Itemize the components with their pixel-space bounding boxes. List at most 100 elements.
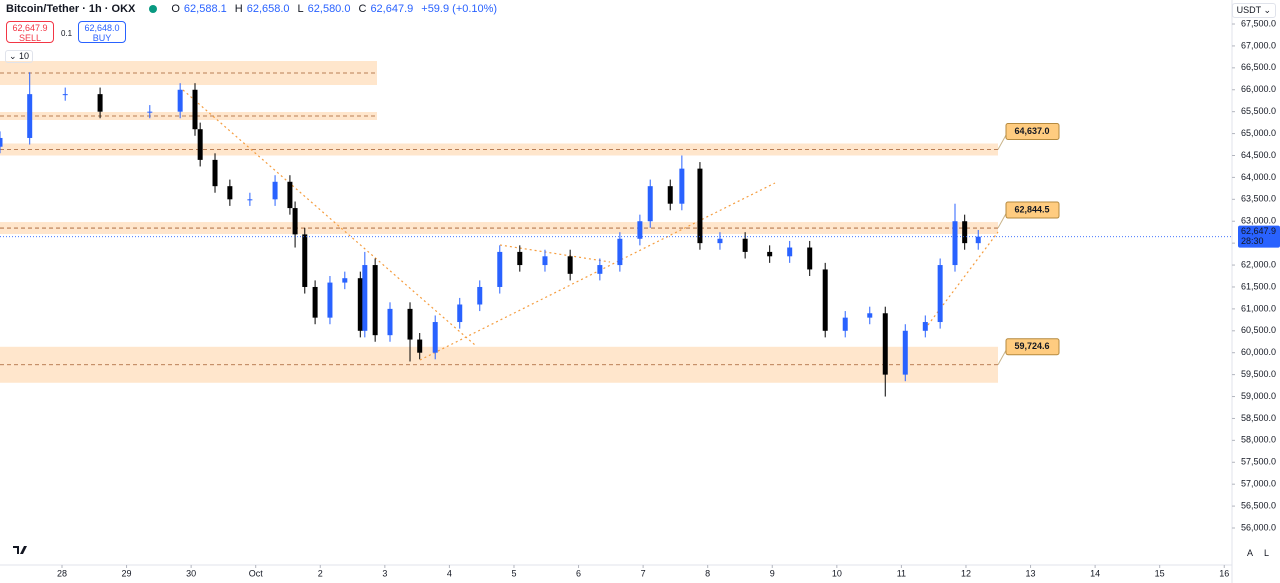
level bbox=[0, 346, 998, 383]
y-tick-label: 67,500.0 bbox=[1241, 18, 1276, 28]
low: 62,580.0 bbox=[307, 3, 351, 15]
y-tick-label: 64,000.0 bbox=[1241, 172, 1276, 182]
indicator-toggle[interactable]: ⌄ 10 bbox=[5, 50, 34, 63]
x-tick-label: 16 bbox=[1219, 568, 1229, 578]
candle-body bbox=[227, 186, 233, 200]
candle-body bbox=[637, 221, 643, 239]
log-scale-button[interactable]: L bbox=[1264, 548, 1270, 558]
candle-body bbox=[697, 168, 703, 244]
logo bbox=[13, 546, 27, 554]
low-key: L bbox=[297, 3, 304, 15]
y-tick-label: 62,000.0 bbox=[1241, 259, 1276, 269]
candle-body bbox=[822, 269, 828, 331]
y-tick-label: 56,500.0 bbox=[1241, 500, 1276, 510]
x-tick-label: 11 bbox=[897, 568, 906, 578]
candle-body bbox=[362, 265, 368, 331]
trend-line bbox=[419, 182, 776, 361]
y-tick-label: 63,000.0 bbox=[1241, 216, 1276, 226]
zone bbox=[0, 112, 377, 120]
candle-body bbox=[212, 159, 218, 187]
candle-body bbox=[787, 247, 793, 257]
y-tick-label: 65,500.0 bbox=[1241, 106, 1276, 116]
quantity: 0.1 bbox=[61, 29, 73, 38]
candle-body bbox=[432, 322, 438, 353]
candle-body bbox=[302, 234, 308, 287]
candle-body bbox=[647, 186, 653, 222]
candle-body bbox=[312, 286, 318, 318]
candle-body bbox=[27, 94, 33, 138]
y-tick-label: 59,000.0 bbox=[1241, 391, 1276, 401]
candle-body bbox=[597, 265, 603, 274]
x-tick-label: 6 bbox=[576, 568, 581, 578]
currency: USDT bbox=[1236, 5, 1261, 15]
candle-body bbox=[922, 322, 928, 331]
buy-button[interactable]: 62,648.0 BUY bbox=[78, 21, 126, 43]
candle-body bbox=[742, 238, 748, 252]
auto-scale-button[interactable]: A bbox=[1247, 548, 1254, 558]
change: +59.9 (+0.10%) bbox=[421, 3, 498, 15]
x-tick-label: 8 bbox=[705, 568, 710, 578]
x-tick-label: 12 bbox=[961, 568, 971, 578]
level-label-box bbox=[1005, 201, 1060, 219]
x-tick-label: 4 bbox=[447, 568, 452, 578]
symbol[interactable]: Bitcoin/Tether · 1h · OKX bbox=[6, 3, 136, 15]
last-price-box bbox=[1238, 225, 1280, 248]
candle-body bbox=[147, 111, 153, 113]
y-tick-label: 56,000.0 bbox=[1241, 522, 1276, 532]
last-price-label: 62,647.9 bbox=[1241, 226, 1276, 236]
x-tick-label: 30 bbox=[186, 568, 196, 578]
level-label-box bbox=[1005, 122, 1060, 140]
x-tick-label: 10 bbox=[832, 568, 842, 578]
candle-body bbox=[842, 317, 848, 331]
y-tick-label: 59,500.0 bbox=[1241, 369, 1276, 379]
candle-body bbox=[667, 186, 673, 204]
sell-price: 62,647.9 bbox=[12, 23, 48, 33]
x-tick-label: 28 bbox=[57, 568, 67, 578]
y-tick-label: 65,000.0 bbox=[1241, 128, 1276, 138]
candle-body bbox=[975, 236, 981, 244]
level-label: 62,844.5 bbox=[1014, 204, 1049, 214]
y-tick-label: 66,000.0 bbox=[1241, 84, 1276, 94]
candle-body bbox=[0, 137, 3, 147]
drawings bbox=[0, 61, 999, 554]
candle-body bbox=[807, 247, 813, 270]
trend-line bbox=[499, 244, 611, 263]
x-tick-label: 9 bbox=[770, 568, 775, 578]
candle-body bbox=[177, 89, 183, 112]
currency-button[interactable]: USDT ⌄ bbox=[1231, 3, 1276, 18]
open: 62,588.1 bbox=[183, 3, 227, 15]
sell-button[interactable]: 62,647.9 SELL bbox=[6, 21, 54, 43]
level bbox=[0, 143, 998, 156]
candle-body bbox=[342, 278, 348, 283]
y-tick-label: 58,500.0 bbox=[1241, 413, 1276, 423]
y-tick-label: 61,500.0 bbox=[1241, 281, 1276, 291]
candle-body bbox=[327, 282, 333, 318]
candle-body bbox=[517, 251, 523, 266]
candle-body bbox=[287, 181, 293, 209]
indicator-count: 10 bbox=[19, 51, 30, 61]
y-tick-label: 66,500.0 bbox=[1241, 62, 1276, 72]
y-tick-label: 58,000.0 bbox=[1241, 435, 1276, 445]
candle-body bbox=[617, 238, 623, 266]
candle-body bbox=[387, 308, 393, 336]
status-dot bbox=[149, 5, 158, 13]
candle-body bbox=[477, 286, 483, 305]
y-tick-label: 61,000.0 bbox=[1241, 303, 1276, 313]
level-label: 59,724.6 bbox=[1014, 341, 1049, 351]
candle-body bbox=[272, 181, 278, 200]
candle-body bbox=[937, 265, 943, 323]
x-tick-label: 3 bbox=[382, 568, 387, 578]
close-key: C bbox=[358, 3, 367, 15]
y-tick-label: 57,500.0 bbox=[1241, 457, 1276, 467]
zone bbox=[0, 61, 377, 85]
open-key: O bbox=[171, 3, 180, 15]
y-tick-label: 57,000.0 bbox=[1241, 479, 1276, 489]
sell-label: SELL bbox=[18, 33, 42, 43]
level-label-box bbox=[1005, 338, 1060, 356]
candle-body bbox=[357, 278, 363, 331]
candle-body bbox=[962, 221, 968, 244]
countdown: 28:30 bbox=[1241, 236, 1264, 246]
candle-body bbox=[192, 89, 198, 130]
